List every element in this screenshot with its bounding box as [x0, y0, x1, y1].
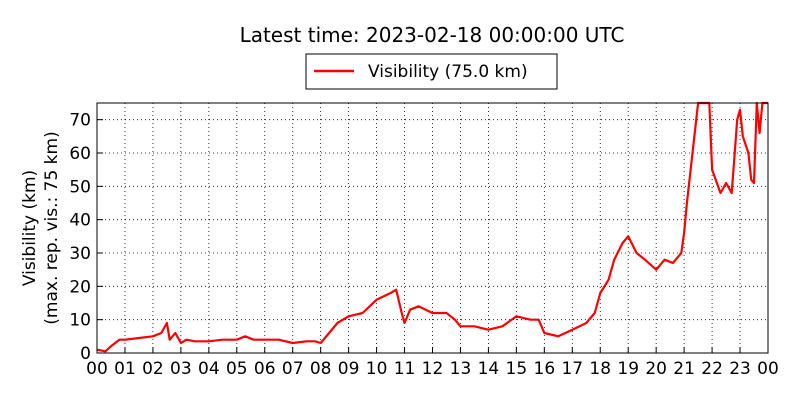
x-tick-label: 00: [86, 359, 108, 379]
x-tick-label: 04: [198, 359, 220, 379]
x-tick-label: 20: [645, 359, 667, 379]
x-tick-label: 07: [282, 359, 304, 379]
y-tick-label: 20: [69, 277, 91, 297]
x-tick-label: 18: [589, 359, 611, 379]
x-tick-label: 02: [142, 359, 164, 379]
y-tick-label: 60: [69, 144, 91, 164]
x-tick-label: 12: [422, 359, 444, 379]
y-tick-label: 30: [69, 244, 91, 264]
legend-label: Visibility (75.0 km): [368, 62, 528, 82]
y-tick-label: 10: [69, 311, 91, 331]
x-tick-label: 08: [310, 359, 332, 379]
chart-title: Latest time: 2023-02-18 00:00:00 UTC: [240, 23, 625, 47]
y-tick-label: 40: [69, 211, 91, 231]
x-tick-label: 05: [226, 359, 248, 379]
x-tick-label: 11: [394, 359, 416, 379]
x-tick-label: 13: [450, 359, 472, 379]
plot-frame: [96, 102, 769, 354]
x-tick-label: 03: [170, 359, 192, 379]
x-tick-label: 09: [338, 359, 360, 379]
x-tick-label: 23: [729, 359, 751, 379]
x-tick-label: 01: [114, 359, 136, 379]
x-tick-label: 10: [366, 359, 388, 379]
x-tick-label: 15: [506, 359, 528, 379]
x-tick-label: 17: [561, 359, 583, 379]
data-line: [96, 101, 768, 353]
y-tick-label: 50: [69, 177, 91, 197]
y-axis-label: Visibility (km): [20, 170, 40, 286]
x-tick-label: 00: [757, 359, 779, 379]
x-tick-label: 16: [534, 359, 556, 379]
x-tick-label: 21: [673, 359, 695, 379]
x-tick-label: 06: [254, 359, 276, 379]
x-tick-label: 14: [478, 359, 500, 379]
y-tick-label: 70: [69, 111, 91, 131]
x-tick-label: 22: [701, 359, 723, 379]
y-axis-label: (max. rep. vis.: 75 km): [42, 131, 62, 324]
x-tick-label: 19: [617, 359, 639, 379]
y-tick-label: 0: [80, 344, 91, 364]
